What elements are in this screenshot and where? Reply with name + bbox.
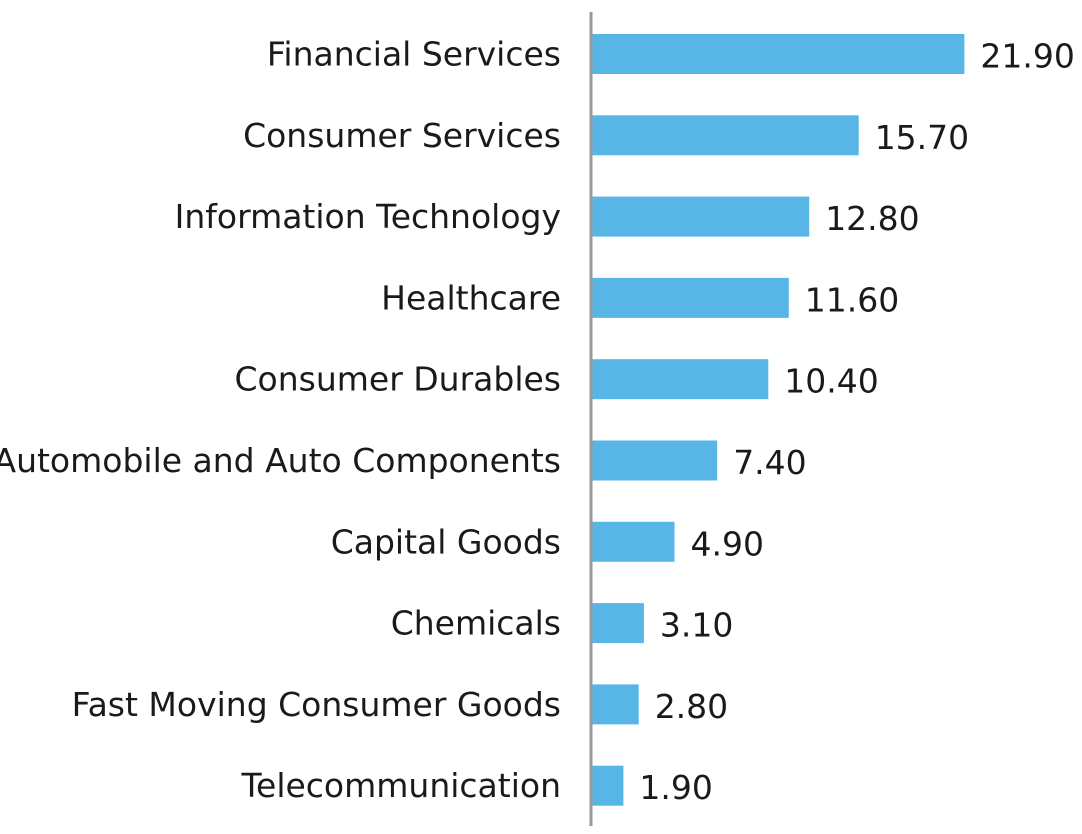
category-label: Consumer Durables — [235, 360, 562, 399]
bar — [591, 765, 624, 806]
bar — [591, 684, 639, 725]
category-labels-group: Financial Services Consumer Services Infor… — [0, 35, 561, 806]
bar — [591, 440, 718, 481]
value-label: 12.80 — [825, 199, 919, 238]
category-label: Chemicals — [391, 604, 561, 643]
category-label: Automobile and Auto Components — [0, 441, 561, 480]
bars-group — [591, 34, 965, 806]
category-label: Telecommunication — [240, 766, 561, 805]
bar — [591, 196, 810, 237]
value-label: 3.10 — [660, 606, 733, 645]
value-label: 4.90 — [691, 524, 764, 563]
bar — [591, 115, 859, 156]
bar — [591, 277, 789, 318]
value-label: 21.90 — [980, 37, 1074, 76]
value-label: 1.90 — [639, 768, 712, 807]
value-label: 2.80 — [655, 687, 728, 726]
value-labels-group: 21.90 15.70 12.80 11.60 10.40 7.40 4.90 3.10 2.8… — [639, 37, 1074, 808]
category-label: Fast Moving Consumer Goods — [72, 685, 561, 724]
value-label: 15.70 — [875, 118, 969, 157]
category-label: Information Technology — [175, 197, 561, 236]
category-label: Healthcare — [381, 278, 561, 317]
value-label: 11.60 — [805, 280, 899, 319]
category-label: Capital Goods — [331, 522, 561, 561]
category-label: Financial Services — [267, 35, 561, 74]
value-label: 7.40 — [733, 443, 806, 482]
value-label: 10.40 — [784, 362, 878, 401]
bar — [591, 603, 644, 644]
bar — [591, 521, 675, 562]
bar — [591, 359, 769, 400]
bar — [591, 34, 965, 74]
category-label: Consumer Services — [243, 116, 561, 155]
